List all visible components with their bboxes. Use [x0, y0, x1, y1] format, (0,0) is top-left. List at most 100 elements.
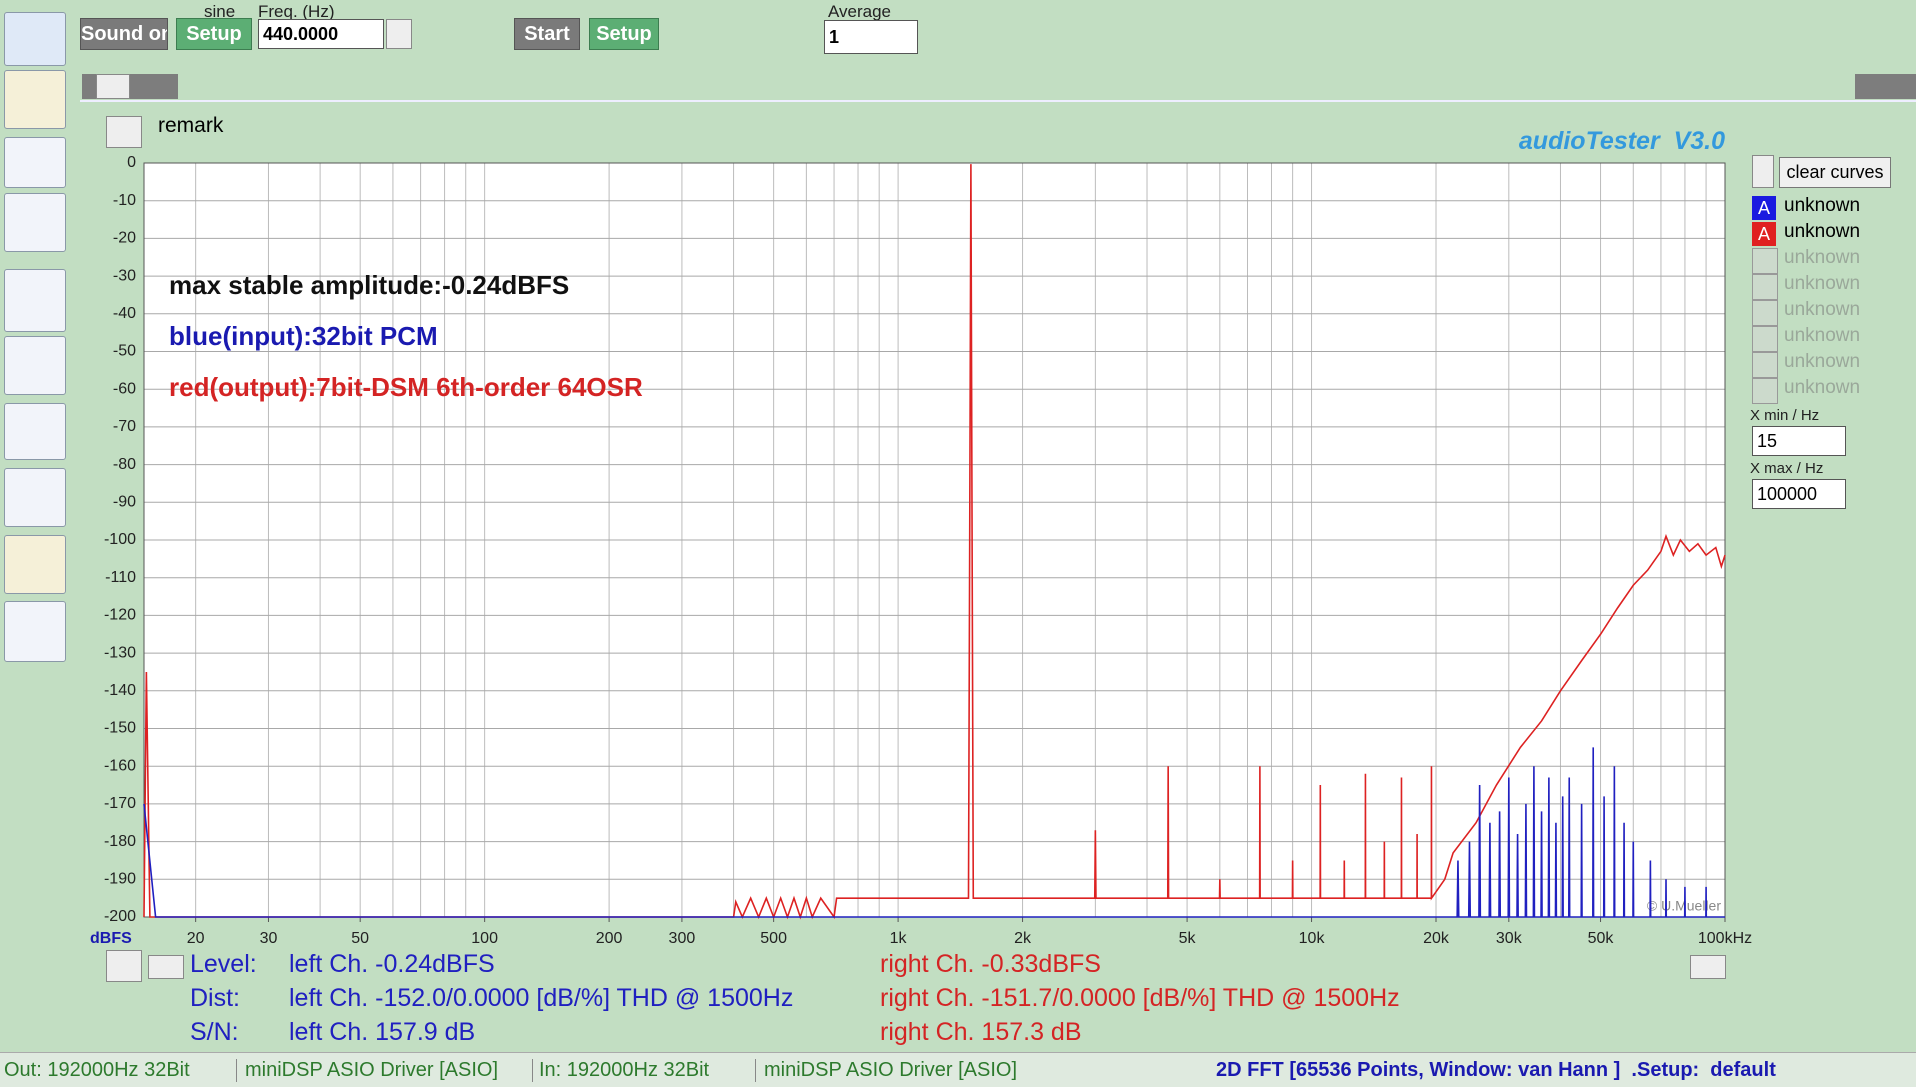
y-tick-label: -30	[113, 267, 136, 284]
tool-icon[interactable]	[4, 535, 66, 594]
clear-curves-button[interactable]: clear curves	[1779, 157, 1891, 188]
series-line	[143, 164, 1726, 920]
level-label: Level:	[190, 950, 257, 978]
start-button[interactable]: Start	[514, 18, 580, 50]
y-tick-label: -120	[104, 607, 136, 624]
curve-badge[interactable]: A	[1752, 196, 1776, 220]
status-in: In: 192000Hz 32Bit	[532, 1059, 709, 1082]
x-tick-label: 20	[187, 930, 205, 947]
status-in-driver: miniDSP ASIO Driver [ASIO]	[755, 1059, 1017, 1082]
dist-label: Dist:	[190, 984, 240, 1012]
x-tick-label: 500	[760, 930, 787, 947]
y-tick-label: -20	[113, 230, 136, 247]
y-tick-label: -140	[104, 682, 136, 699]
y-tick-label: -170	[104, 795, 136, 812]
scroll-strip[interactable]	[1855, 74, 1916, 99]
tool-icon[interactable]	[4, 193, 66, 252]
readout-arrows[interactable]	[148, 955, 184, 979]
curve-slot-label: unknown	[1784, 377, 1861, 398]
sn-label: S/N:	[190, 1018, 239, 1046]
xmin-input[interactable]: 15	[1752, 426, 1846, 456]
separator	[80, 100, 1916, 102]
average-label: Average	[828, 2, 892, 21]
status-out: Out: 192000Hz 32Bit	[4, 1059, 190, 1081]
setup-button[interactable]: Setup	[176, 18, 252, 50]
legend-label: unknown	[1784, 221, 1861, 242]
curve-slot-label: unknown	[1784, 299, 1861, 320]
y-tick-label: -40	[113, 305, 136, 322]
annotation: max stable amplitude:-0.24dBFS	[169, 270, 569, 300]
curve-slot-label: unknown	[1784, 247, 1861, 268]
tool-icon[interactable]	[4, 403, 66, 460]
y-tick-label: -90	[113, 494, 136, 511]
freq-label: Freq. (Hz)	[258, 2, 335, 21]
curve-slot[interactable]	[1752, 274, 1778, 300]
brand: audioTester V3.0	[1518, 127, 1725, 155]
x-tick-label: 1k	[890, 930, 908, 947]
x-tick-label: 50k	[1588, 930, 1615, 947]
sound-button[interactable]: Sound on	[80, 18, 168, 50]
y-tick-label: -60	[113, 380, 136, 397]
readout-spinner[interactable]	[106, 950, 142, 982]
dist-right: right Ch. -151.7/0.0000 [dB/%] THD @ 150…	[880, 984, 1400, 1012]
x-tick-label: 5k	[1179, 930, 1197, 947]
readout-arrows[interactable]	[1690, 955, 1726, 979]
xmin-label: X min / Hz	[1750, 407, 1820, 424]
curve-spinner[interactable]	[1752, 155, 1774, 188]
remark: remark	[158, 114, 224, 137]
tool-icon[interactable]	[4, 601, 66, 662]
y-tick-label: -150	[104, 720, 136, 737]
curve-slot[interactable]	[1752, 326, 1778, 352]
status-out-driver: miniDSP ASIO Driver [ASIO]	[236, 1059, 498, 1082]
curve-slot[interactable]	[1752, 352, 1778, 378]
curve-slot-label: unknown	[1784, 325, 1861, 346]
curve-slot[interactable]	[1752, 248, 1778, 274]
y-tick-label: 0	[127, 154, 136, 171]
sn-right: right Ch. 157.3 dB	[880, 1018, 1082, 1046]
x-tick-label: 2k	[1014, 930, 1032, 947]
tool-column	[0, 0, 70, 1050]
legend-label: unknown	[1784, 195, 1861, 216]
status-mode: 2D FFT [65536 Points, Window: van Hann ]…	[1216, 1059, 1776, 1081]
y-tick-label: -190	[104, 871, 136, 888]
curve-slot-label: unknown	[1784, 351, 1861, 372]
level-left: left Ch. -0.24dBFS	[289, 950, 495, 978]
x-tick-label: 50	[351, 930, 369, 947]
average-input[interactable]: 1	[824, 20, 918, 54]
dist-left: left Ch. -152.0/0.0000 [dB/%] THD @ 1500…	[289, 984, 794, 1012]
annotation: red(output):7bit-DSM 6th-order 64OSR	[169, 372, 643, 402]
sine-label: sine	[204, 2, 236, 21]
freq-input[interactable]: 440.0000	[258, 19, 384, 49]
tool-icon[interactable]	[4, 468, 66, 527]
y-tick-label: -180	[104, 833, 136, 850]
xmax-label: X max / Hz	[1750, 460, 1824, 477]
spinner[interactable]	[96, 74, 130, 99]
tool-icon[interactable]	[4, 336, 66, 395]
y-tick-label: -100	[104, 531, 136, 548]
tool-icon[interactable]	[4, 12, 66, 66]
x-tick-label: 100kHz	[1698, 930, 1752, 947]
x-tick-label: 30k	[1496, 930, 1523, 947]
freq-spinner[interactable]	[386, 19, 412, 49]
remark-spinner[interactable]	[106, 116, 142, 148]
tool-icon[interactable]	[4, 70, 66, 129]
curve-slot[interactable]	[1752, 300, 1778, 326]
xmax-input[interactable]: 100000	[1752, 479, 1846, 509]
y-tick-label: -50	[113, 343, 136, 360]
x-tick-label: 300	[669, 930, 696, 947]
tool-icon[interactable]	[4, 137, 66, 188]
curve-slot[interactable]	[1752, 378, 1778, 404]
x-tick-label: 200	[596, 930, 623, 947]
setup-button[interactable]: Setup	[589, 18, 659, 50]
y-tick-label: -130	[104, 644, 136, 661]
y-tick-label: -160	[104, 757, 136, 774]
y-tick-label: -10	[113, 192, 136, 209]
annotation: blue(input):32bit PCM	[169, 321, 438, 351]
tool-icon[interactable]	[4, 269, 66, 332]
y-tick-label: -70	[113, 418, 136, 435]
y-axis-unit: dBFS	[90, 930, 132, 947]
curve-badge[interactable]: A	[1752, 222, 1776, 246]
y-tick-label: -110	[105, 569, 136, 586]
x-tick-label: 20k	[1423, 930, 1450, 947]
